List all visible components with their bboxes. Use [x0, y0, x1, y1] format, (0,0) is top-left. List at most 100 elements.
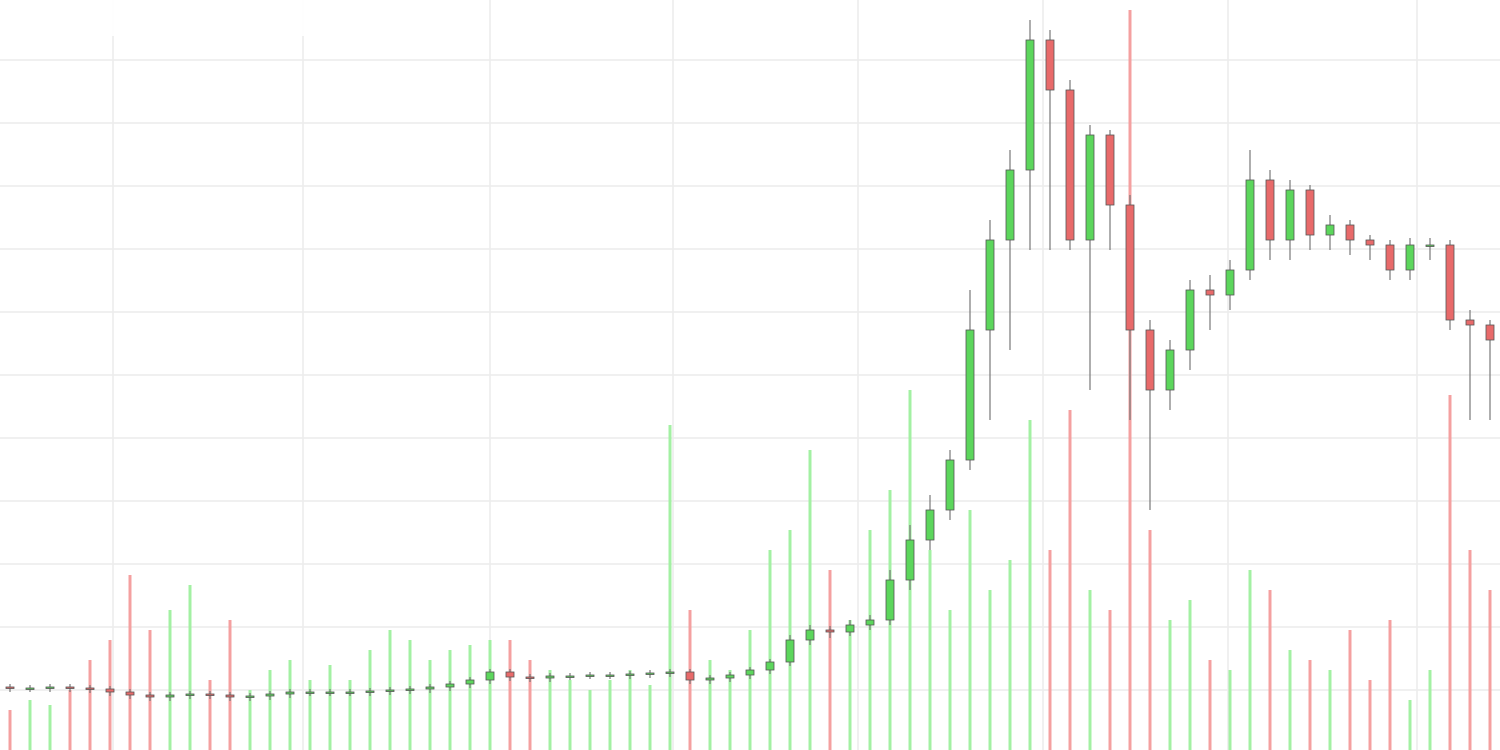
candle-body [405, 688, 415, 691]
candle-body [105, 688, 115, 693]
volume-bar [1368, 680, 1372, 750]
candle-body [185, 693, 195, 696]
candle-body [1485, 324, 1495, 341]
volume-bar [1268, 590, 1272, 750]
candle-body [1325, 224, 1335, 236]
volume-bar [1448, 395, 1452, 750]
volume-bar [628, 670, 632, 750]
volume-bar [1008, 560, 1012, 750]
volume-bar [968, 510, 972, 750]
candle-body [1105, 134, 1115, 206]
volume-bar [428, 660, 432, 750]
candle-body [265, 693, 275, 697]
volume-bar [1348, 630, 1352, 750]
candle-body [845, 624, 855, 633]
candle-body [1165, 349, 1175, 391]
candle-body [1345, 224, 1355, 241]
candle-body [25, 687, 35, 690]
candle-body [365, 690, 375, 693]
candle-body [1305, 189, 1315, 236]
volume-bar [1428, 670, 1432, 750]
volume-bar [1288, 650, 1292, 750]
blurred-header [0, 0, 355, 36]
candle-body [685, 671, 695, 681]
candle-body [985, 239, 995, 331]
candle-body [925, 509, 935, 541]
volume-bar [1188, 600, 1192, 750]
candle-body [245, 695, 255, 698]
candle-body [5, 686, 15, 689]
volume-bar [208, 680, 212, 750]
candle-body [1005, 169, 1015, 241]
candle-body [965, 329, 975, 461]
volume-bar [1308, 660, 1312, 750]
volume-bar [1388, 620, 1392, 750]
volume-bar [1088, 590, 1092, 750]
volume-bar [8, 710, 12, 750]
candle-body [1225, 269, 1235, 296]
volume-bar [28, 700, 32, 750]
volume-bar [988, 590, 992, 750]
volume-bar [1048, 550, 1052, 750]
volume-bar [648, 685, 652, 750]
volume-bar [68, 690, 72, 750]
volume-bar [948, 610, 952, 750]
candle-body [1385, 244, 1395, 271]
candle-body [1445, 244, 1455, 321]
candle-body [145, 694, 155, 698]
candle-body [545, 675, 555, 679]
candle-body [645, 672, 655, 675]
candle-body [125, 691, 135, 696]
candle-body [1125, 204, 1135, 331]
candle-body [305, 691, 315, 694]
candle-body [565, 675, 575, 678]
volume-bar [828, 570, 832, 750]
volume-bar [608, 680, 612, 750]
candle-body [525, 676, 535, 679]
candle-body [1145, 329, 1155, 391]
candle-body [1425, 244, 1435, 247]
candle-body [485, 671, 495, 681]
candle-body [1025, 39, 1035, 171]
candle-body [1465, 319, 1475, 326]
volume-bar [768, 550, 772, 750]
candle-body [1285, 189, 1295, 241]
volume-bar [88, 660, 92, 750]
volume-bar [708, 660, 712, 750]
candle-body [445, 683, 455, 688]
candle-body [385, 689, 395, 692]
candle-body [225, 694, 235, 698]
volume-bar [288, 660, 292, 750]
candle-body [425, 686, 435, 690]
volume-bar [748, 630, 752, 750]
volume-bar [1148, 530, 1152, 750]
candle-body [1265, 179, 1275, 241]
volume-bar [808, 450, 812, 750]
volume-bar [508, 640, 512, 750]
candle-body [205, 693, 215, 696]
volume-bar [268, 670, 272, 750]
volume-bar [528, 660, 532, 750]
candle-body [1045, 39, 1055, 91]
volume-bar [188, 585, 192, 750]
volume-bar [1168, 620, 1172, 750]
candle-body [1085, 134, 1095, 241]
volume-bar [1248, 570, 1252, 750]
volume-bar [408, 640, 412, 750]
volume-bar [448, 650, 452, 750]
candle-body [785, 639, 795, 663]
candle-body [505, 671, 515, 678]
volume-bar [1408, 700, 1412, 750]
volume-bar [1028, 420, 1032, 750]
candle-body [1365, 239, 1375, 246]
volume-bar [48, 705, 52, 750]
candle-body [745, 669, 755, 676]
candle-body [285, 691, 295, 695]
volume-bar [348, 680, 352, 750]
candle-body [325, 691, 335, 694]
candle-body [905, 539, 915, 581]
candle-body [1185, 289, 1195, 351]
volume-bar [1108, 610, 1112, 750]
candle-body [885, 579, 895, 621]
